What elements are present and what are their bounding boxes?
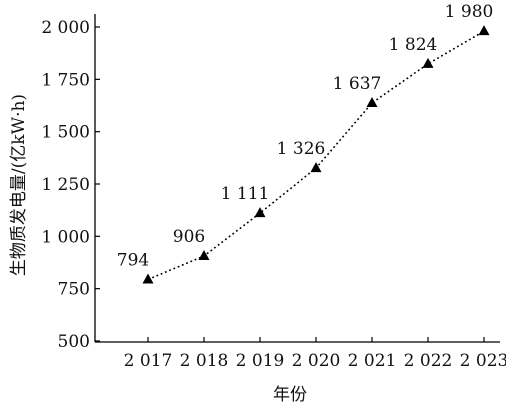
- data-label: 1 824: [389, 35, 438, 55]
- y-tick-label: 500: [58, 332, 90, 352]
- y-ticks: 500 750 1 000 1 250 1 500 1 750 2 000: [41, 18, 100, 352]
- x-tick-label: 2 020: [292, 351, 341, 371]
- series: 794 906 1 111 1 326 1 637 1 824 1 980: [117, 2, 494, 284]
- data-label: 1 326: [277, 139, 326, 159]
- x-ticks: 2 017 2 018 2 019 2 020 2 021 2 022 2 023: [124, 337, 506, 371]
- y-axis-title: 生物质发电量/(亿kW·h): [9, 94, 29, 276]
- data-point-marker: [422, 57, 434, 68]
- x-tick-label: 2 018: [180, 351, 229, 371]
- data-label: 1 637: [333, 74, 382, 94]
- y-tick-label: 750: [58, 280, 90, 300]
- x-tick-label: 2 022: [404, 351, 453, 371]
- data-point-marker: [198, 250, 210, 261]
- data-label: 906: [173, 227, 205, 247]
- y-tick-label: 1 250: [41, 175, 90, 195]
- data-point-marker: [142, 273, 154, 284]
- x-axis-title: 年份: [273, 385, 307, 405]
- data-point-marker: [366, 96, 378, 107]
- data-label: 794: [117, 250, 149, 270]
- data-point-marker: [254, 207, 266, 218]
- x-tick-label: 2 017: [124, 351, 173, 371]
- data-label: 1 980: [445, 2, 494, 22]
- data-point-marker: [478, 25, 490, 36]
- data-label: 1 111: [221, 184, 270, 204]
- x-tick-label: 2 021: [348, 351, 397, 371]
- y-tick-label: 2 000: [41, 18, 90, 38]
- data-point-marker: [310, 162, 322, 173]
- x-tick-label: 2 023: [460, 351, 506, 371]
- axes: [94, 14, 500, 343]
- y-tick-label: 1 750: [41, 70, 90, 90]
- y-tick-label: 1 000: [41, 227, 90, 247]
- x-tick-label: 2 019: [236, 351, 285, 371]
- y-tick-label: 1 500: [41, 123, 90, 143]
